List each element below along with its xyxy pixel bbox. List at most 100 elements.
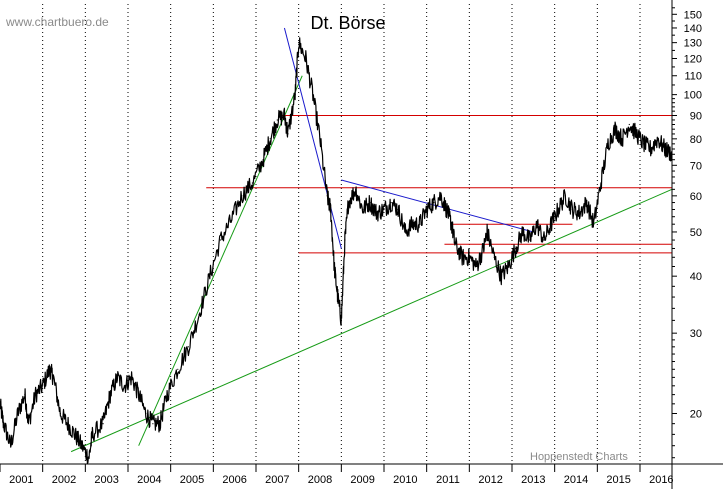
price-point bbox=[411, 223, 413, 225]
price-point bbox=[404, 231, 406, 233]
x-tick-label-2009: 2009 bbox=[350, 474, 374, 486]
price-point bbox=[159, 423, 161, 425]
y-tick-label-90: 90 bbox=[690, 111, 702, 123]
uptrend-line-6 bbox=[70, 188, 673, 453]
price-series bbox=[0, 37, 673, 465]
price-point bbox=[593, 223, 595, 225]
price-point bbox=[116, 376, 118, 378]
y-tick-label-80: 80 bbox=[690, 134, 702, 146]
x-tick-label-2007: 2007 bbox=[265, 474, 289, 486]
price-point bbox=[344, 239, 346, 241]
price-point bbox=[426, 208, 428, 211]
price-point bbox=[657, 138, 659, 140]
price-point bbox=[369, 202, 371, 204]
price-point bbox=[586, 202, 588, 204]
price-point bbox=[635, 133, 638, 135]
x-tick-label-2008: 2008 bbox=[308, 474, 332, 486]
price-point bbox=[198, 313, 200, 315]
price-point bbox=[340, 319, 342, 321]
x-tick-label-2003: 2003 bbox=[94, 474, 118, 486]
price-point bbox=[102, 423, 104, 425]
price-point bbox=[483, 247, 485, 250]
price-point bbox=[447, 212, 449, 214]
price-point bbox=[362, 208, 364, 211]
price-point bbox=[536, 223, 538, 225]
price-point bbox=[500, 275, 502, 277]
price-point bbox=[294, 94, 296, 96]
price-point bbox=[262, 159, 264, 161]
price-point bbox=[557, 208, 559, 211]
price-point bbox=[35, 394, 37, 396]
y-tick-label-100: 100 bbox=[684, 90, 702, 102]
price-point bbox=[376, 212, 378, 214]
y-tick-label-20: 20 bbox=[690, 408, 702, 420]
y-tick-label-110: 110 bbox=[684, 71, 702, 83]
price-point bbox=[397, 208, 399, 211]
price-point bbox=[177, 368, 179, 370]
price-point bbox=[564, 195, 566, 197]
price-point bbox=[600, 182, 602, 184]
price-point bbox=[347, 202, 349, 204]
price-point bbox=[312, 94, 314, 96]
y-tick-label-120: 120 bbox=[684, 54, 702, 66]
price-point bbox=[493, 256, 495, 258]
x-tick-label-2012: 2012 bbox=[478, 474, 502, 486]
price-point bbox=[330, 208, 332, 211]
x-tick-label-2005: 2005 bbox=[180, 474, 204, 486]
price-point bbox=[461, 256, 463, 258]
y-tick-label-50: 50 bbox=[690, 227, 702, 239]
price-point bbox=[88, 457, 90, 459]
x-tick-label-2004: 2004 bbox=[137, 474, 161, 486]
price-point bbox=[138, 394, 140, 396]
price-point bbox=[383, 208, 385, 211]
x-tick-label-2014: 2014 bbox=[564, 474, 588, 486]
price-point bbox=[91, 433, 93, 435]
price-point bbox=[276, 119, 278, 121]
price-point bbox=[24, 394, 26, 396]
price-point bbox=[219, 239, 221, 241]
price-point bbox=[0, 403, 1, 405]
price-point bbox=[579, 212, 581, 214]
x-tick-label-2010: 2010 bbox=[393, 474, 417, 486]
price-point bbox=[390, 202, 392, 204]
price-point bbox=[433, 202, 435, 204]
downtrend-line-8 bbox=[283, 27, 342, 249]
price-point bbox=[166, 394, 168, 396]
x-tick-label-2011: 2011 bbox=[436, 474, 460, 486]
x-tick-label-2016: 2016 bbox=[649, 474, 673, 486]
price-point bbox=[333, 265, 335, 268]
price-point bbox=[131, 376, 133, 378]
price-point bbox=[123, 385, 125, 387]
price-point bbox=[529, 239, 531, 241]
price-point bbox=[42, 385, 44, 387]
price-line bbox=[0, 37, 673, 465]
price-point bbox=[251, 182, 253, 184]
price-point bbox=[454, 243, 456, 245]
price-point bbox=[486, 231, 488, 233]
price-point bbox=[269, 138, 271, 140]
price-point bbox=[59, 412, 62, 415]
price-point bbox=[628, 123, 630, 126]
price-point bbox=[10, 445, 12, 447]
price-point bbox=[522, 231, 524, 233]
price-point bbox=[17, 412, 19, 415]
price-point bbox=[643, 143, 645, 145]
source-label: Hoppenstedt Charts bbox=[530, 451, 628, 463]
price-point bbox=[419, 223, 421, 225]
x-tick-label-2013: 2013 bbox=[521, 474, 545, 486]
price-point bbox=[152, 423, 154, 425]
price-point bbox=[475, 265, 477, 268]
price-point bbox=[283, 114, 285, 117]
y-tick-label-130: 130 bbox=[684, 38, 702, 50]
price-point bbox=[49, 368, 51, 370]
price-point bbox=[319, 138, 321, 140]
price-point bbox=[664, 148, 666, 150]
price-point bbox=[550, 223, 552, 225]
price-point bbox=[650, 148, 652, 150]
price-point bbox=[543, 239, 545, 241]
price-point bbox=[109, 394, 111, 396]
y-tick-label-30: 30 bbox=[690, 328, 702, 340]
price-point bbox=[145, 412, 147, 415]
